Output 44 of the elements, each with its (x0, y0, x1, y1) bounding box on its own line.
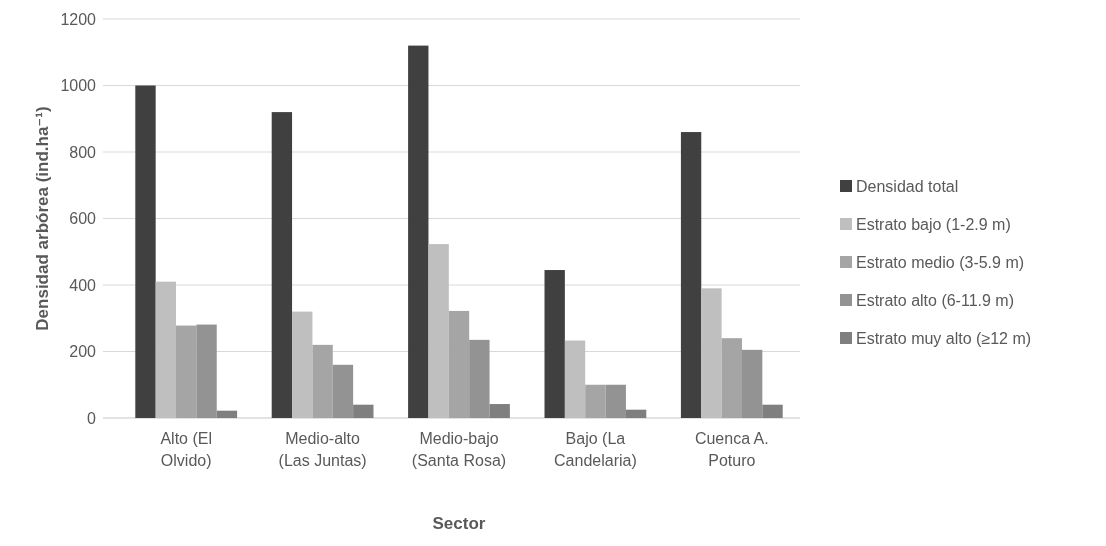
y-tick-label: 200 (69, 343, 97, 361)
bar (332, 364, 354, 418)
bar (353, 404, 374, 418)
bar (564, 340, 586, 418)
x-tick-label: Medio-bajo (Santa Rosa) (411, 430, 507, 469)
bar (762, 404, 783, 418)
bar (489, 404, 510, 418)
x-axis-title: Sector (432, 514, 486, 533)
y-tick-label: 600 (69, 210, 97, 228)
y-tick-label: 400 (69, 276, 97, 294)
bar (469, 339, 490, 418)
bar (625, 409, 647, 418)
bar (408, 45, 429, 418)
bar (680, 132, 702, 418)
y-tick-label: 0 (87, 409, 97, 427)
bar (196, 324, 217, 418)
y-axis-title: Densidad arbórea (ind.ha⁻¹) (33, 106, 52, 331)
legend-label: Estrato medio (3-5.9 m) (856, 253, 1025, 271)
legend-label: Estrato bajo (1-2.9 m) (856, 215, 1011, 233)
x-tick-label: Bajo (La Candelaria) (554, 430, 637, 469)
y-tick-label: 800 (69, 143, 97, 161)
bar (292, 311, 313, 418)
legend-label: Estrato alto (6-11.9 m) (856, 291, 1014, 309)
bar (605, 384, 626, 418)
bar (721, 338, 742, 418)
bar (312, 344, 333, 418)
x-tick-label: Cuenca A. Poturo (694, 430, 769, 469)
bar (176, 325, 197, 418)
legend-label: Densidad total (856, 177, 959, 195)
y-tick-label: 1200 (60, 10, 97, 28)
y-tick-label: 1000 (60, 77, 97, 95)
bar (544, 270, 565, 418)
bar (428, 244, 449, 418)
bar (155, 281, 177, 418)
bar (135, 85, 156, 418)
bar (701, 288, 722, 418)
bar (216, 410, 238, 418)
bar (271, 112, 293, 418)
bar (448, 310, 470, 418)
legend-label: Estrato muy alto (≥12 m) (856, 329, 1032, 347)
x-tick-label: Alto (El Olvido) (160, 430, 212, 469)
x-tick-label: Medio-alto (Las Juntas) (278, 430, 367, 469)
bar (741, 349, 763, 418)
bar (585, 384, 606, 418)
